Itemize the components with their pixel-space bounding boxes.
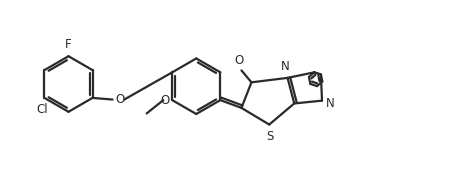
- Text: N: N: [281, 60, 290, 74]
- Text: Cl: Cl: [37, 103, 48, 116]
- Text: O: O: [116, 93, 125, 106]
- Text: O: O: [234, 54, 244, 67]
- Text: O: O: [161, 94, 170, 107]
- Text: S: S: [266, 130, 274, 143]
- Text: F: F: [65, 38, 72, 51]
- Text: N: N: [326, 97, 335, 110]
